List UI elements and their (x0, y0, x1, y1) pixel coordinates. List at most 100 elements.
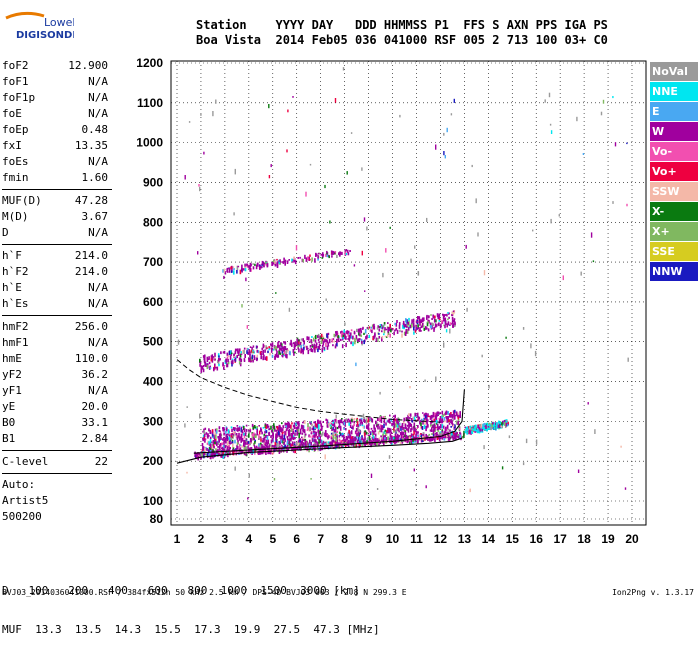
y-tick-label: 100 (143, 494, 163, 508)
x-tick-label: 18 (577, 532, 591, 546)
echo-point (228, 445, 230, 448)
echo-point (434, 415, 437, 420)
echo-point (404, 424, 407, 429)
echo-point (351, 440, 353, 445)
echo-point (294, 343, 297, 346)
echo-point (354, 340, 356, 345)
echo-point (243, 349, 245, 354)
echo-point (505, 422, 508, 427)
echo-point (285, 431, 287, 436)
echo-point (284, 261, 286, 266)
echo-point (348, 429, 350, 434)
echo-point (337, 337, 340, 341)
echo-point (269, 450, 272, 455)
echo-point (261, 440, 264, 443)
echo-point (441, 430, 443, 433)
echo-point (387, 419, 389, 423)
station-header: Station YYYY DAY DDD HHMMSS P1 FFS S AXN… (196, 18, 615, 48)
echo-point (367, 427, 370, 431)
echo-point (282, 261, 285, 264)
echo-point (321, 338, 324, 341)
echo-point (443, 436, 446, 441)
echo-point (219, 358, 221, 361)
header-value-3: 036 (354, 33, 384, 47)
echo-point (328, 435, 330, 438)
echo-point (467, 426, 470, 429)
echo-point (337, 420, 340, 424)
echo-point (216, 366, 219, 371)
echo-point (452, 311, 455, 316)
echo-point (419, 322, 421, 326)
echo-point (317, 423, 320, 426)
echo-point (250, 438, 252, 443)
echo-point (379, 324, 382, 326)
echo-point (302, 428, 305, 433)
y-tick-label: 400 (143, 375, 163, 389)
echo-point (502, 420, 504, 425)
echo-point (380, 424, 382, 429)
echo-point (437, 413, 439, 416)
echo-point (275, 353, 278, 358)
echo-point (219, 448, 221, 451)
echo-point (406, 424, 409, 427)
noise-echo (413, 468, 415, 472)
echo-point (217, 353, 220, 358)
echo-point (479, 425, 481, 430)
echo-point (454, 433, 456, 436)
echo-point (358, 429, 361, 433)
echo-point (436, 420, 438, 424)
echo-point (203, 429, 206, 434)
echo-point (341, 444, 343, 448)
echo-point (257, 451, 260, 455)
echo-point (238, 361, 241, 365)
echo-point (455, 432, 458, 437)
echo-point (295, 422, 297, 426)
echo-point (405, 324, 407, 328)
echo-point (240, 359, 242, 363)
echo-point (252, 449, 255, 454)
echo-point (245, 429, 248, 432)
echo-point (290, 428, 293, 432)
noise-echo (477, 232, 479, 237)
echo-point (311, 349, 314, 352)
echo-point (403, 427, 405, 431)
echo-point (276, 351, 278, 354)
noise-echo (522, 327, 525, 330)
echo-point (258, 434, 260, 439)
echo-point (352, 335, 354, 340)
echo-point (388, 418, 390, 423)
echo-point (299, 256, 301, 259)
echo-point (245, 452, 247, 456)
echo-point (263, 442, 266, 445)
echo-point (318, 345, 321, 350)
echo-point (264, 357, 266, 360)
echo-point (272, 431, 274, 436)
echo-point (340, 332, 343, 337)
echo-point (396, 433, 399, 438)
echo-point (283, 260, 286, 263)
echo-point (275, 429, 278, 432)
echo-point (425, 326, 427, 330)
echo-point (320, 429, 323, 431)
echo-point (271, 437, 274, 442)
echo-point (299, 431, 302, 435)
echo-point (422, 432, 425, 436)
echo-point (414, 413, 417, 416)
echo-point (401, 333, 403, 338)
echo-point (284, 422, 287, 426)
echo-point (317, 257, 319, 261)
echo-point (398, 324, 401, 329)
echo-point (217, 446, 219, 448)
echo-point (226, 427, 228, 432)
echo-point (327, 441, 330, 444)
echo-point (234, 439, 236, 444)
echo-point (230, 352, 233, 355)
noise-echo (471, 164, 473, 168)
echo-point (286, 444, 289, 448)
noise-echo (197, 251, 199, 255)
echo-point (408, 423, 410, 428)
noise-echo (508, 435, 511, 439)
echo-point (234, 358, 236, 361)
echo-point (304, 433, 306, 438)
echo-point (331, 251, 334, 255)
